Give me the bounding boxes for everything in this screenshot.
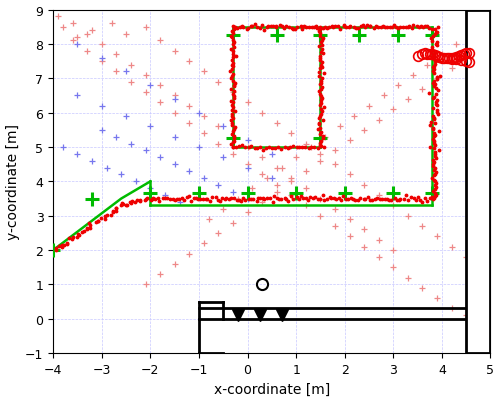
Y-axis label: y-coordinate [m]: y-coordinate [m] xyxy=(6,124,20,240)
X-axis label: x-coordinate [m]: x-coordinate [m] xyxy=(214,381,330,395)
Bar xyxy=(466,10,490,353)
